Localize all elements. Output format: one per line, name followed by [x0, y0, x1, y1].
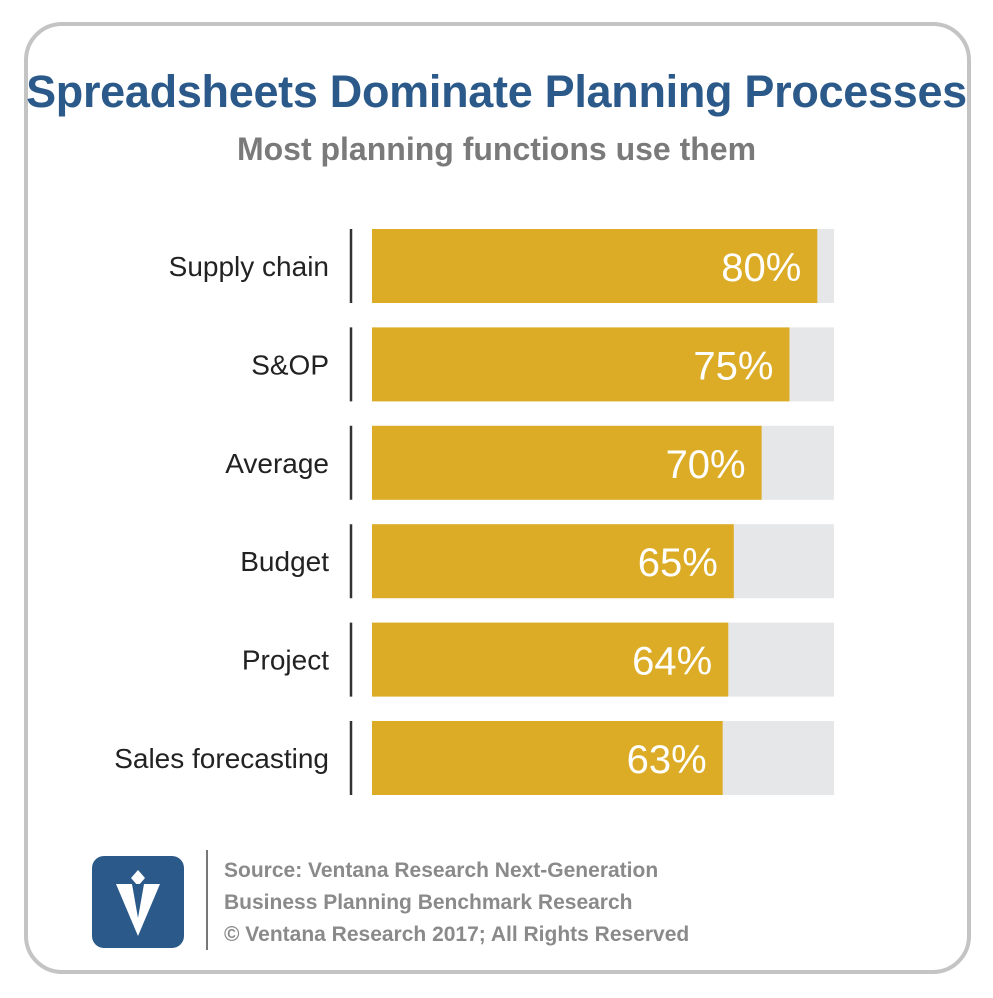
data-label: 75% — [693, 344, 773, 388]
category-label: Project — [242, 645, 329, 676]
bar — [372, 229, 818, 303]
chart-title: Spreadsheets Dominate Planning Processes — [26, 66, 967, 117]
bar — [372, 425, 762, 500]
footer-divider — [206, 850, 208, 950]
chart-subtitle: Most planning functions use them — [236, 131, 757, 167]
bar — [372, 622, 729, 697]
source-note: Source: Ventana Research Next-Generation… — [224, 855, 689, 951]
source-line-1: Source: Ventana Research Next-Generation — [224, 859, 659, 882]
data-label: 64% — [632, 640, 712, 684]
category-label: Sales forecasting — [114, 743, 329, 774]
bar — [372, 327, 790, 402]
category-label: S&OP — [251, 349, 329, 380]
data-label: 70% — [666, 443, 746, 487]
category-label: Average — [225, 448, 329, 479]
data-label: 65% — [638, 541, 718, 585]
bar — [372, 721, 723, 795]
data-label: 63% — [627, 738, 707, 782]
bar — [372, 524, 734, 599]
category-label: Supply chain — [169, 251, 329, 282]
category-label: Budget — [240, 546, 329, 577]
source-line-2: Business Planning Benchmark Research — [224, 891, 633, 914]
data-label: 80% — [721, 246, 801, 290]
copyright-line: © Ventana Research 2017; All Rights Rese… — [224, 923, 690, 946]
ventana-research-logo-icon — [92, 856, 184, 948]
